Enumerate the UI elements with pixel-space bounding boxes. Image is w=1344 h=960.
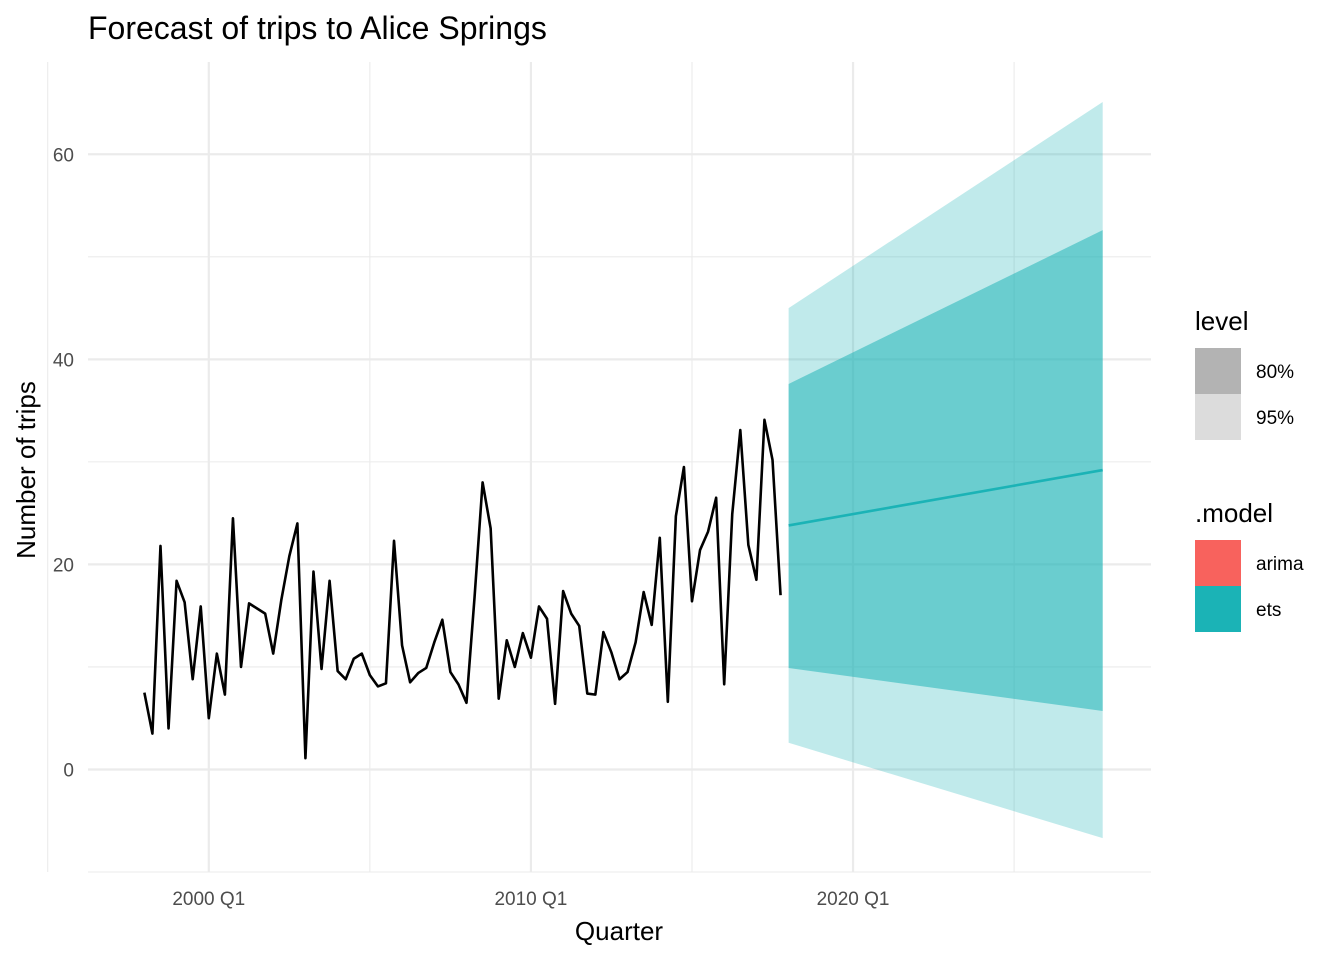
y-axis-ticks: 0 20 40 60 <box>53 145 74 781</box>
legend-swatch-ets <box>1195 586 1241 632</box>
x-tick-label: 2020 Q1 <box>817 889 890 910</box>
legend-swatch-arima <box>1195 540 1241 586</box>
chart-title: Forecast of trips to Alice Springs <box>88 10 547 46</box>
y-tick-label: 40 <box>53 350 74 371</box>
x-axis-title: Quarter <box>575 916 663 946</box>
legend-label-arima: arima <box>1256 554 1304 575</box>
legend-label-95: 95% <box>1256 408 1294 429</box>
legend-label-80: 80% <box>1256 362 1294 383</box>
legend-model-title: .model <box>1195 498 1273 528</box>
forecast-mean-line <box>788 468 1103 527</box>
legend-swatch-95 <box>1195 394 1241 440</box>
forecast-interval-80 <box>788 230 1103 712</box>
history-line <box>143 418 782 760</box>
y-tick-label: 20 <box>53 555 74 576</box>
legend-swatch-80 <box>1195 348 1241 394</box>
y-axis-title: Number of trips <box>11 381 41 559</box>
forecast-band-80 <box>788 230 1103 712</box>
legend-level-title: level <box>1195 306 1248 336</box>
x-tick-label: 2000 Q1 <box>172 889 245 910</box>
y-tick-label: 0 <box>63 760 74 781</box>
legend-level: level 80% 95% <box>1195 306 1294 440</box>
x-axis-ticks: 2000 Q1 2010 Q1 2020 Q1 <box>172 889 889 910</box>
x-tick-label: 2010 Q1 <box>494 889 567 910</box>
y-tick-label: 60 <box>53 145 74 166</box>
series-lines <box>143 418 1103 760</box>
legend-label-ets: ets <box>1256 600 1281 621</box>
legend-model: .model arima ets <box>1195 498 1304 632</box>
